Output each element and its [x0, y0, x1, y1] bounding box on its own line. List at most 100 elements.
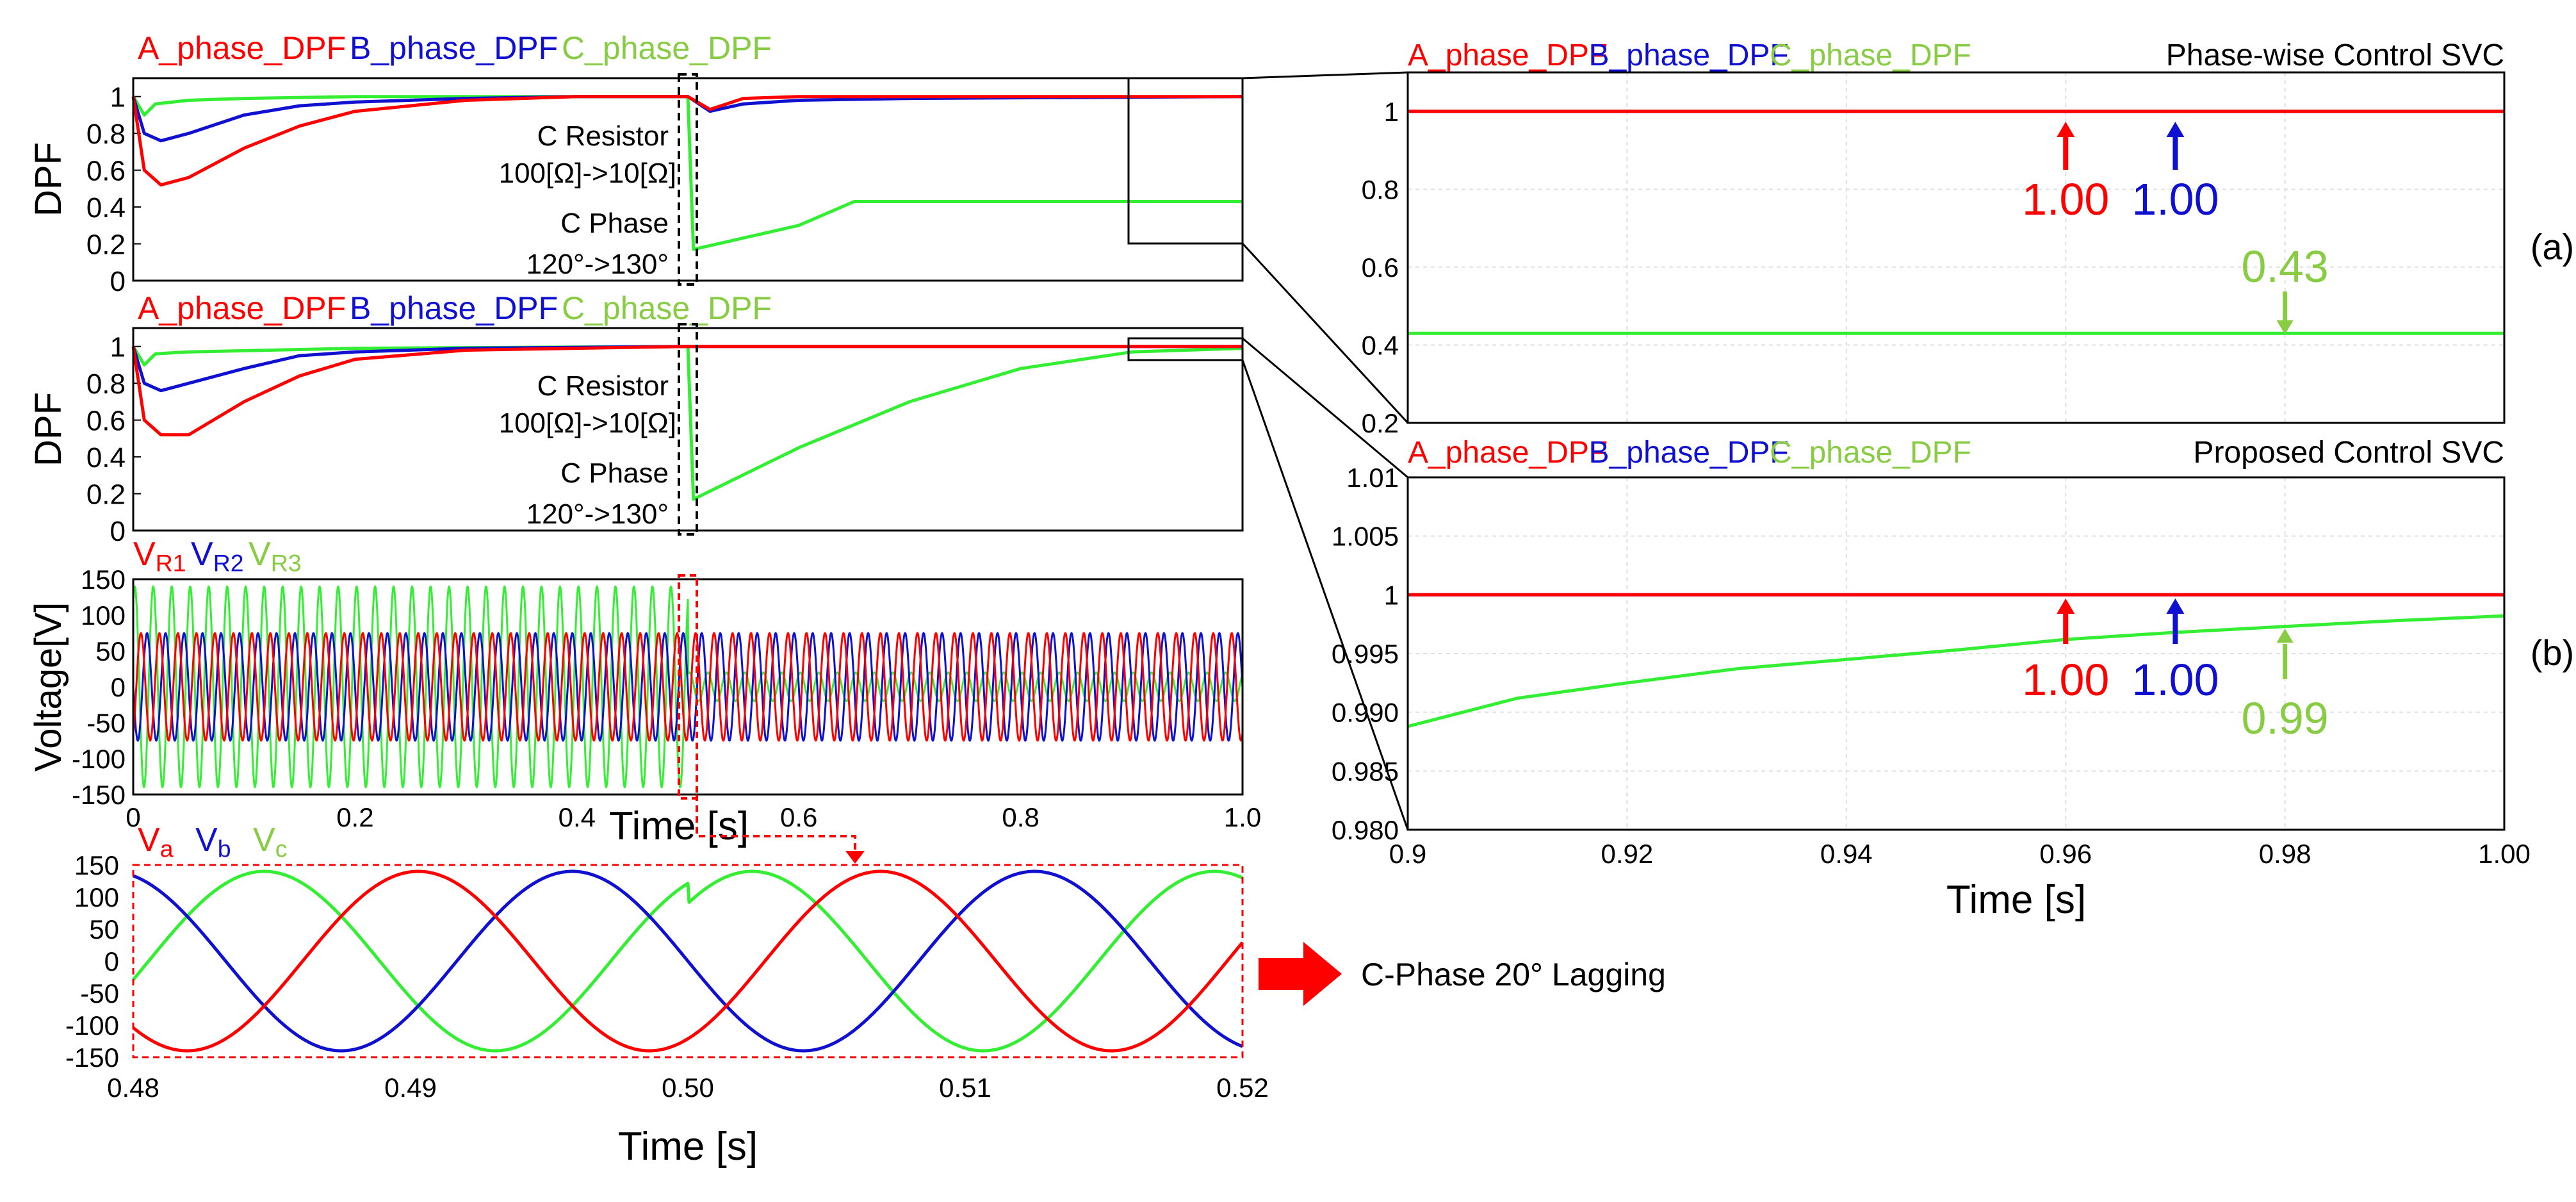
connector-a-bottom: [1241, 242, 1409, 424]
voltage-full-ytick-label: 50: [95, 636, 126, 666]
zoom-b-legend-2: B_phase_DPF: [1589, 436, 1789, 470]
dpf-phasewise-ytick-label: 0.4: [86, 192, 126, 224]
dpf-proposed-ytick-label: 0.4: [86, 442, 126, 473]
dpf-proposed-annot-4: 120°->130°: [526, 498, 669, 530]
dpf-phasewise-ytick-label: 0: [110, 266, 126, 297]
dpf-proposed-ytick-label: 0: [110, 516, 126, 547]
dpf-proposed-legend-3: C_phase_DPF: [562, 290, 772, 326]
voltage-zoom-series-Va: [132, 869, 1244, 1053]
zoom-b-arrowhead-b: [2166, 598, 2185, 614]
dpf-proposed-legend-2: B_phase_DPF: [350, 290, 558, 326]
voltage-full-ytick-label: 0: [111, 672, 126, 702]
dpf-phasewise-ytick-label: 0.8: [86, 119, 126, 150]
dpf-proposed-series-A_phase_DPF: [131, 345, 1243, 437]
zoom-a-panel-label: (a): [2531, 227, 2574, 267]
callout-arrow: [1259, 942, 1342, 1006]
zoom-b-arrowhead-c: [2276, 629, 2294, 643]
voltage-full-xtick-label: 0.8: [1002, 802, 1039, 832]
connector-b-bottom: [1241, 359, 1409, 830]
zoom-b-legend-3: C_phase_DPF: [1770, 436, 1971, 470]
zoom-a-ytick-label: 0.4: [1362, 330, 1399, 360]
dpf-proposed-annot-1: C Resistor: [537, 370, 669, 402]
zoom-b-ytick-label: 0.985: [1332, 756, 1399, 786]
zoom-box-a: [1127, 77, 1244, 245]
voltage-full-series-V_R1: [132, 632, 1244, 742]
zoom-a-ytick-label: 0.8: [1362, 174, 1399, 204]
dpf-phasewise-series-B_phase_DPF: [131, 95, 1243, 143]
dpf-proposed-ytick-label: 0.2: [86, 479, 126, 511]
dpf-proposed-ytick-label: 1: [110, 332, 126, 363]
voltage-full-xtick-label: 0: [126, 802, 140, 832]
dpf-phasewise-legend-3: C_phase_DPF: [562, 30, 772, 66]
voltage-full-ylabel: Voltage[V]: [28, 602, 69, 771]
zoom-a-legend-1: A_phase_DPF: [1408, 38, 1608, 72]
dpf-proposed-annot-3: C Phase: [560, 457, 669, 489]
dpf-proposed-event-box: [678, 323, 698, 536]
zoom-b-series-C_phase_DPF: [1407, 614, 2505, 729]
voltage-zoom-legend-2: Vb: [195, 821, 231, 862]
callout-text: C-Phase 20° Lagging: [1361, 957, 1666, 992]
dpf-proposed-legend-1: A_phase_DPF: [138, 290, 346, 326]
dpf-proposed-frame: [132, 327, 1244, 532]
zoom-a-legend-2: B_phase_DPF: [1589, 38, 1789, 72]
dpf-proposed-series-C_phase_DPF: [131, 345, 1243, 501]
dpf-proposed-ytick-label: 0.8: [86, 368, 126, 400]
zoom-b-value-a: 1.00: [2022, 655, 2109, 705]
zoom-a-ytick-label: 0.6: [1362, 252, 1399, 283]
dpf-phasewise-annot-2: 100[Ω]->10[Ω]: [499, 158, 676, 189]
dpf-phasewise-ylabel: DPF: [28, 142, 69, 217]
voltage-full-connector: [696, 794, 856, 859]
zoom-b-xtick-label: 1.00: [2478, 839, 2531, 869]
dpf-proposed-annot-2: 100[Ω]->10[Ω]: [499, 408, 676, 439]
voltage-zoom-xtick-label: 0.50: [662, 1073, 714, 1103]
voltage-full-xtick-label: 0.4: [558, 802, 596, 832]
zoom-b-xtick-label: 0.9: [1389, 839, 1426, 869]
voltage-full-legend-3: VR3: [249, 536, 302, 576]
zoom-b-panel-label: (b): [2531, 632, 2574, 673]
dpf-phasewise-ytick-label: 0.2: [86, 229, 126, 261]
voltage-zoom-xtick-label: 0.51: [939, 1073, 991, 1103]
zoom-a-arrowhead-c: [2276, 320, 2294, 334]
zoom-a-arrowhead-b: [2166, 122, 2185, 137]
zoom-b-xtick-label: 0.94: [1820, 839, 1873, 869]
zoom-b-xtick-label: 0.98: [2259, 839, 2311, 869]
voltage-zoom-xtick-label: 0.52: [1216, 1073, 1269, 1103]
zoom-a-legend-3: C_phase_DPF: [1770, 38, 1971, 72]
voltage-full-legend-2: VR2: [191, 536, 244, 576]
voltage-zoom-ytick-label: -50: [80, 978, 119, 1009]
voltage-full-xlabel: Time [s]: [609, 804, 749, 848]
voltage-zoom-xtick-label: 0.48: [107, 1073, 159, 1103]
voltage-full-xtick-label: 1.0: [1224, 802, 1261, 832]
voltage-full-ytick-label: -150: [72, 780, 126, 810]
zoom-b-ytick-label: 0.980: [1332, 815, 1399, 845]
dpf-proposed-ytick-label: 0.6: [86, 406, 126, 437]
zoom-box-b: [1127, 337, 1244, 361]
voltage-zoom-series-Vc: [132, 869, 1244, 1053]
voltage-zoom-ytick-label: -100: [65, 1010, 119, 1041]
dpf-phasewise-legend-2: B_phase_DPF: [350, 30, 558, 66]
dpf-phasewise-annot-3: C Phase: [560, 208, 669, 239]
voltage-full-connector-arrow: [845, 851, 865, 864]
zoom-a-title: Phase-wise Control SVC: [2166, 38, 2504, 72]
zoom-b-xlabel: Time [s]: [1946, 878, 2086, 922]
zoom-a-value-a: 1.00: [2022, 174, 2109, 224]
voltage-full-legend-1: VR1: [133, 536, 186, 576]
zoom-a-ytick-label: 1: [1384, 97, 1399, 127]
zoom-b-ytick-label: 1: [1384, 580, 1399, 610]
voltage-full-xtick-label: 0.2: [336, 802, 373, 832]
voltage-full-ytick-label: -50: [86, 708, 126, 738]
voltage-zoom-series-Vb: [133, 869, 1243, 1053]
dpf-phasewise-legend-1: A_phase_DPF: [138, 30, 346, 66]
zoom-a-value-b: 1.00: [2132, 174, 2219, 224]
voltage-zoom-frame: [132, 864, 1244, 1058]
dpf-phasewise-series-C_phase_DPF: [131, 95, 1243, 251]
dpf-phasewise-annot-4: 120°->130°: [526, 249, 669, 280]
voltage-full-ytick-label: 100: [81, 600, 126, 630]
voltage-zoom-legend-1: Va: [138, 821, 174, 862]
voltage-zoom-ytick-label: 50: [89, 914, 119, 944]
zoom-b-xtick-label: 0.96: [2039, 839, 2092, 869]
zoom-b-value-c: 0.99: [2241, 693, 2328, 743]
zoom-a-ytick-label: 0.2: [1362, 408, 1399, 438]
voltage-zoom-xtick-label: 0.49: [384, 1073, 437, 1103]
